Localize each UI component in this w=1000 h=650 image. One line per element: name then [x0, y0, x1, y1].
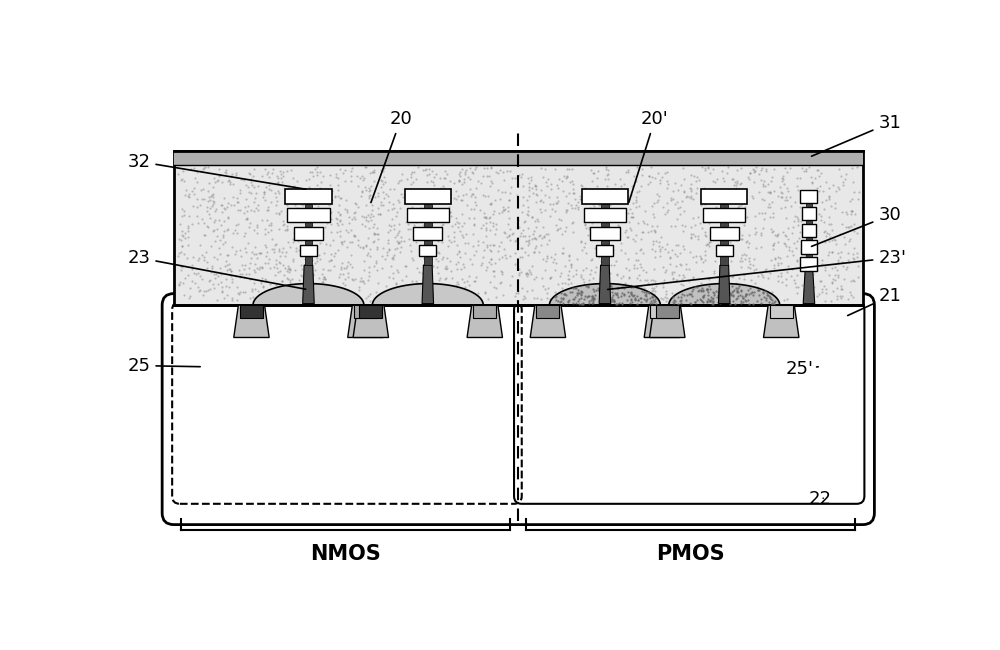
Bar: [770, 305, 793, 318]
Text: NMOS: NMOS: [310, 544, 381, 564]
Bar: [800, 257, 817, 270]
Text: 23': 23': [608, 249, 906, 289]
Polygon shape: [650, 305, 685, 337]
Bar: [806, 203, 812, 207]
Text: 25: 25: [128, 357, 200, 374]
Bar: [174, 151, 863, 165]
Bar: [701, 189, 747, 204]
Text: 30: 30: [812, 207, 901, 246]
Bar: [174, 151, 863, 305]
Bar: [285, 189, 332, 204]
Bar: [287, 208, 330, 222]
Bar: [802, 207, 816, 220]
Polygon shape: [422, 265, 434, 304]
Bar: [536, 305, 559, 318]
Text: 21: 21: [848, 287, 901, 315]
Text: 31: 31: [812, 114, 901, 156]
Bar: [359, 305, 382, 318]
Text: PMOS: PMOS: [656, 544, 725, 564]
Text: 20': 20': [629, 111, 669, 202]
Bar: [703, 208, 745, 222]
Bar: [405, 189, 451, 204]
Polygon shape: [764, 305, 799, 337]
Text: 20: 20: [371, 111, 412, 202]
Bar: [601, 204, 609, 208]
Bar: [354, 305, 377, 318]
Bar: [424, 240, 432, 245]
Polygon shape: [253, 283, 364, 305]
Bar: [473, 305, 496, 318]
Bar: [300, 245, 317, 256]
Bar: [584, 208, 626, 222]
Bar: [601, 222, 609, 227]
Polygon shape: [803, 270, 815, 304]
Bar: [802, 224, 816, 237]
Bar: [720, 256, 728, 265]
Polygon shape: [372, 283, 483, 305]
Bar: [720, 204, 728, 208]
Bar: [720, 240, 728, 245]
Bar: [424, 222, 432, 227]
Bar: [305, 222, 312, 227]
Text: 23: 23: [128, 249, 306, 289]
Bar: [596, 245, 613, 256]
Bar: [582, 189, 628, 204]
Polygon shape: [669, 283, 780, 305]
Bar: [656, 305, 679, 318]
Bar: [720, 222, 728, 227]
Bar: [650, 305, 673, 318]
Polygon shape: [718, 265, 730, 304]
Bar: [801, 240, 817, 254]
Bar: [240, 305, 263, 318]
Polygon shape: [467, 305, 502, 337]
Bar: [305, 204, 312, 208]
Polygon shape: [353, 305, 389, 337]
Polygon shape: [348, 305, 383, 337]
Bar: [601, 240, 609, 245]
Bar: [800, 190, 817, 203]
Polygon shape: [644, 305, 680, 337]
Bar: [419, 245, 436, 256]
Bar: [305, 256, 312, 265]
Bar: [601, 256, 609, 265]
Polygon shape: [530, 305, 566, 337]
Bar: [806, 237, 812, 240]
Bar: [710, 227, 739, 240]
Polygon shape: [303, 265, 314, 304]
Polygon shape: [599, 265, 611, 304]
Bar: [294, 227, 323, 240]
Bar: [806, 220, 812, 224]
Text: 25': 25': [786, 361, 818, 378]
Bar: [413, 227, 442, 240]
Bar: [305, 240, 312, 245]
Polygon shape: [234, 305, 269, 337]
Bar: [424, 204, 432, 208]
Bar: [424, 256, 432, 265]
Polygon shape: [549, 283, 660, 305]
Bar: [407, 208, 449, 222]
Bar: [806, 254, 812, 257]
Text: 22: 22: [809, 490, 832, 508]
Bar: [716, 245, 733, 256]
Bar: [590, 227, 620, 240]
Text: 32: 32: [128, 153, 306, 189]
FancyBboxPatch shape: [162, 294, 874, 525]
